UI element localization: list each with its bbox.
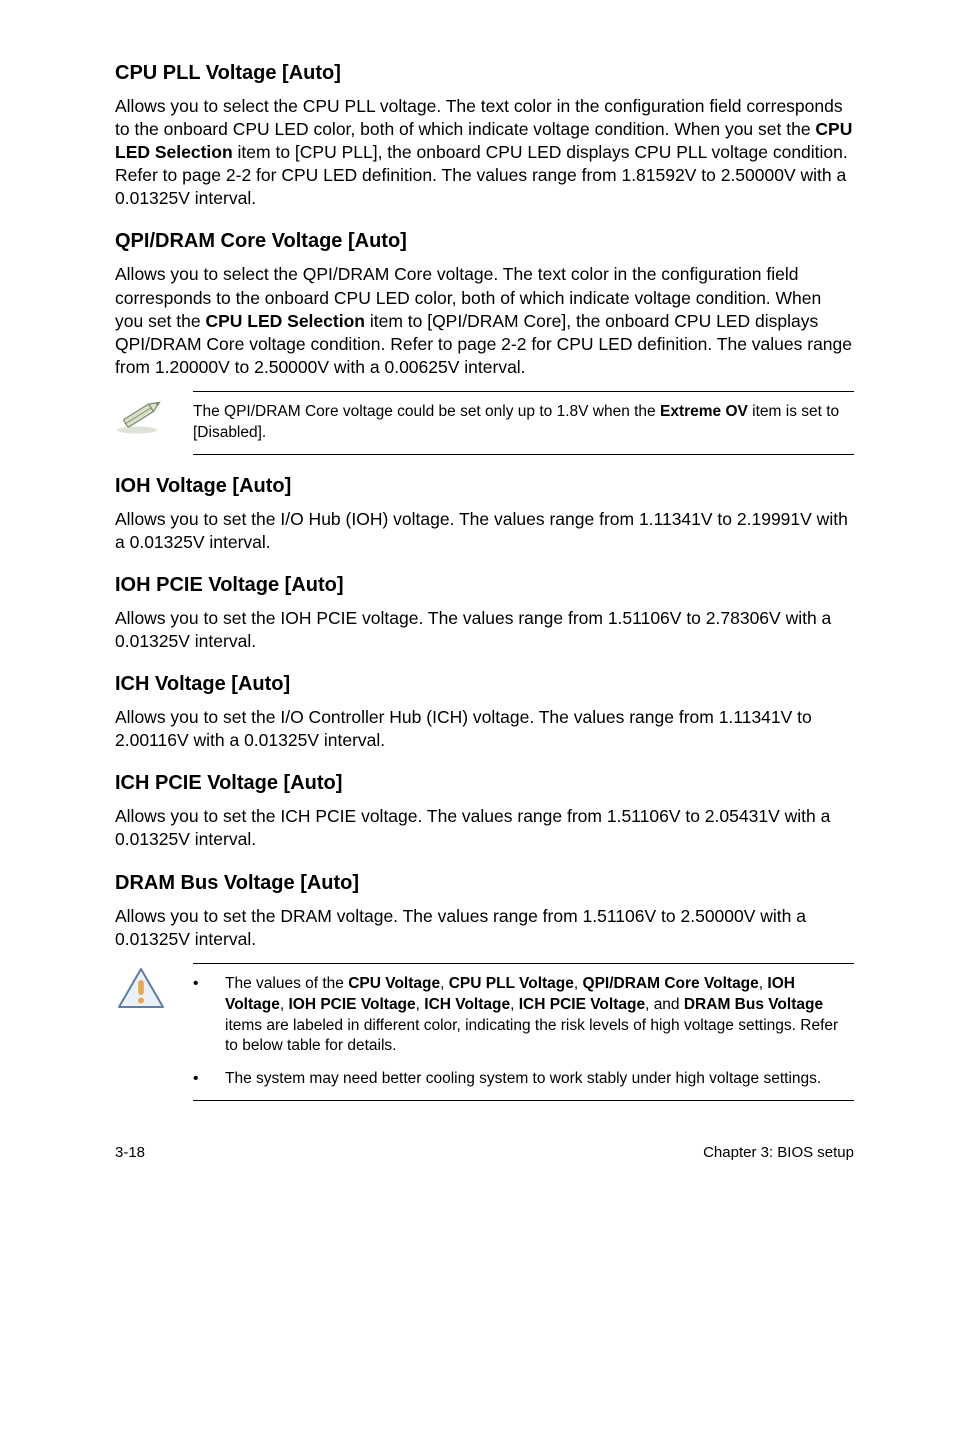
section-body: Allows you to set the I/O Controller Hub…	[115, 706, 854, 752]
section-body: Allows you to set the I/O Hub (IOH) volt…	[115, 508, 854, 554]
warning-icon	[115, 965, 167, 1013]
warning-bullet: • The values of the CPU Voltage, CPU PLL…	[193, 974, 854, 1058]
pencil-icon	[115, 393, 169, 435]
warning-bullet: • The system may need better cooling sys…	[193, 1069, 854, 1090]
section-body: Allows you to set the ICH PCIE voltage. …	[115, 805, 854, 851]
section-heading: QPI/DRAM Core Voltage [Auto]	[115, 228, 854, 255]
section-heading: IOH PCIE Voltage [Auto]	[115, 572, 854, 599]
footer-page-number: 3-18	[115, 1143, 145, 1163]
page-footer: 3-18 Chapter 3: BIOS setup	[115, 1143, 854, 1163]
section-heading: CPU PLL Voltage [Auto]	[115, 60, 854, 87]
warning-text: • The values of the CPU Voltage, CPU PLL…	[193, 963, 854, 1102]
section-heading: ICH Voltage [Auto]	[115, 671, 854, 698]
section-heading: IOH Voltage [Auto]	[115, 473, 854, 500]
section-heading: ICH PCIE Voltage [Auto]	[115, 770, 854, 797]
section-body: Allows you to select the CPU PLL voltage…	[115, 95, 854, 210]
note-text: The QPI/DRAM Core voltage could be set o…	[193, 391, 854, 455]
note-warning: • The values of the CPU Voltage, CPU PLL…	[115, 963, 854, 1102]
note-pencil: The QPI/DRAM Core voltage could be set o…	[115, 391, 854, 455]
section-body: Allows you to set the DRAM voltage. The …	[115, 905, 854, 951]
section-body: Allows you to set the IOH PCIE voltage. …	[115, 607, 854, 653]
footer-chapter: Chapter 3: BIOS setup	[703, 1143, 854, 1163]
section-heading: DRAM Bus Voltage [Auto]	[115, 870, 854, 897]
section-body: Allows you to select the QPI/DRAM Core v…	[115, 263, 854, 378]
